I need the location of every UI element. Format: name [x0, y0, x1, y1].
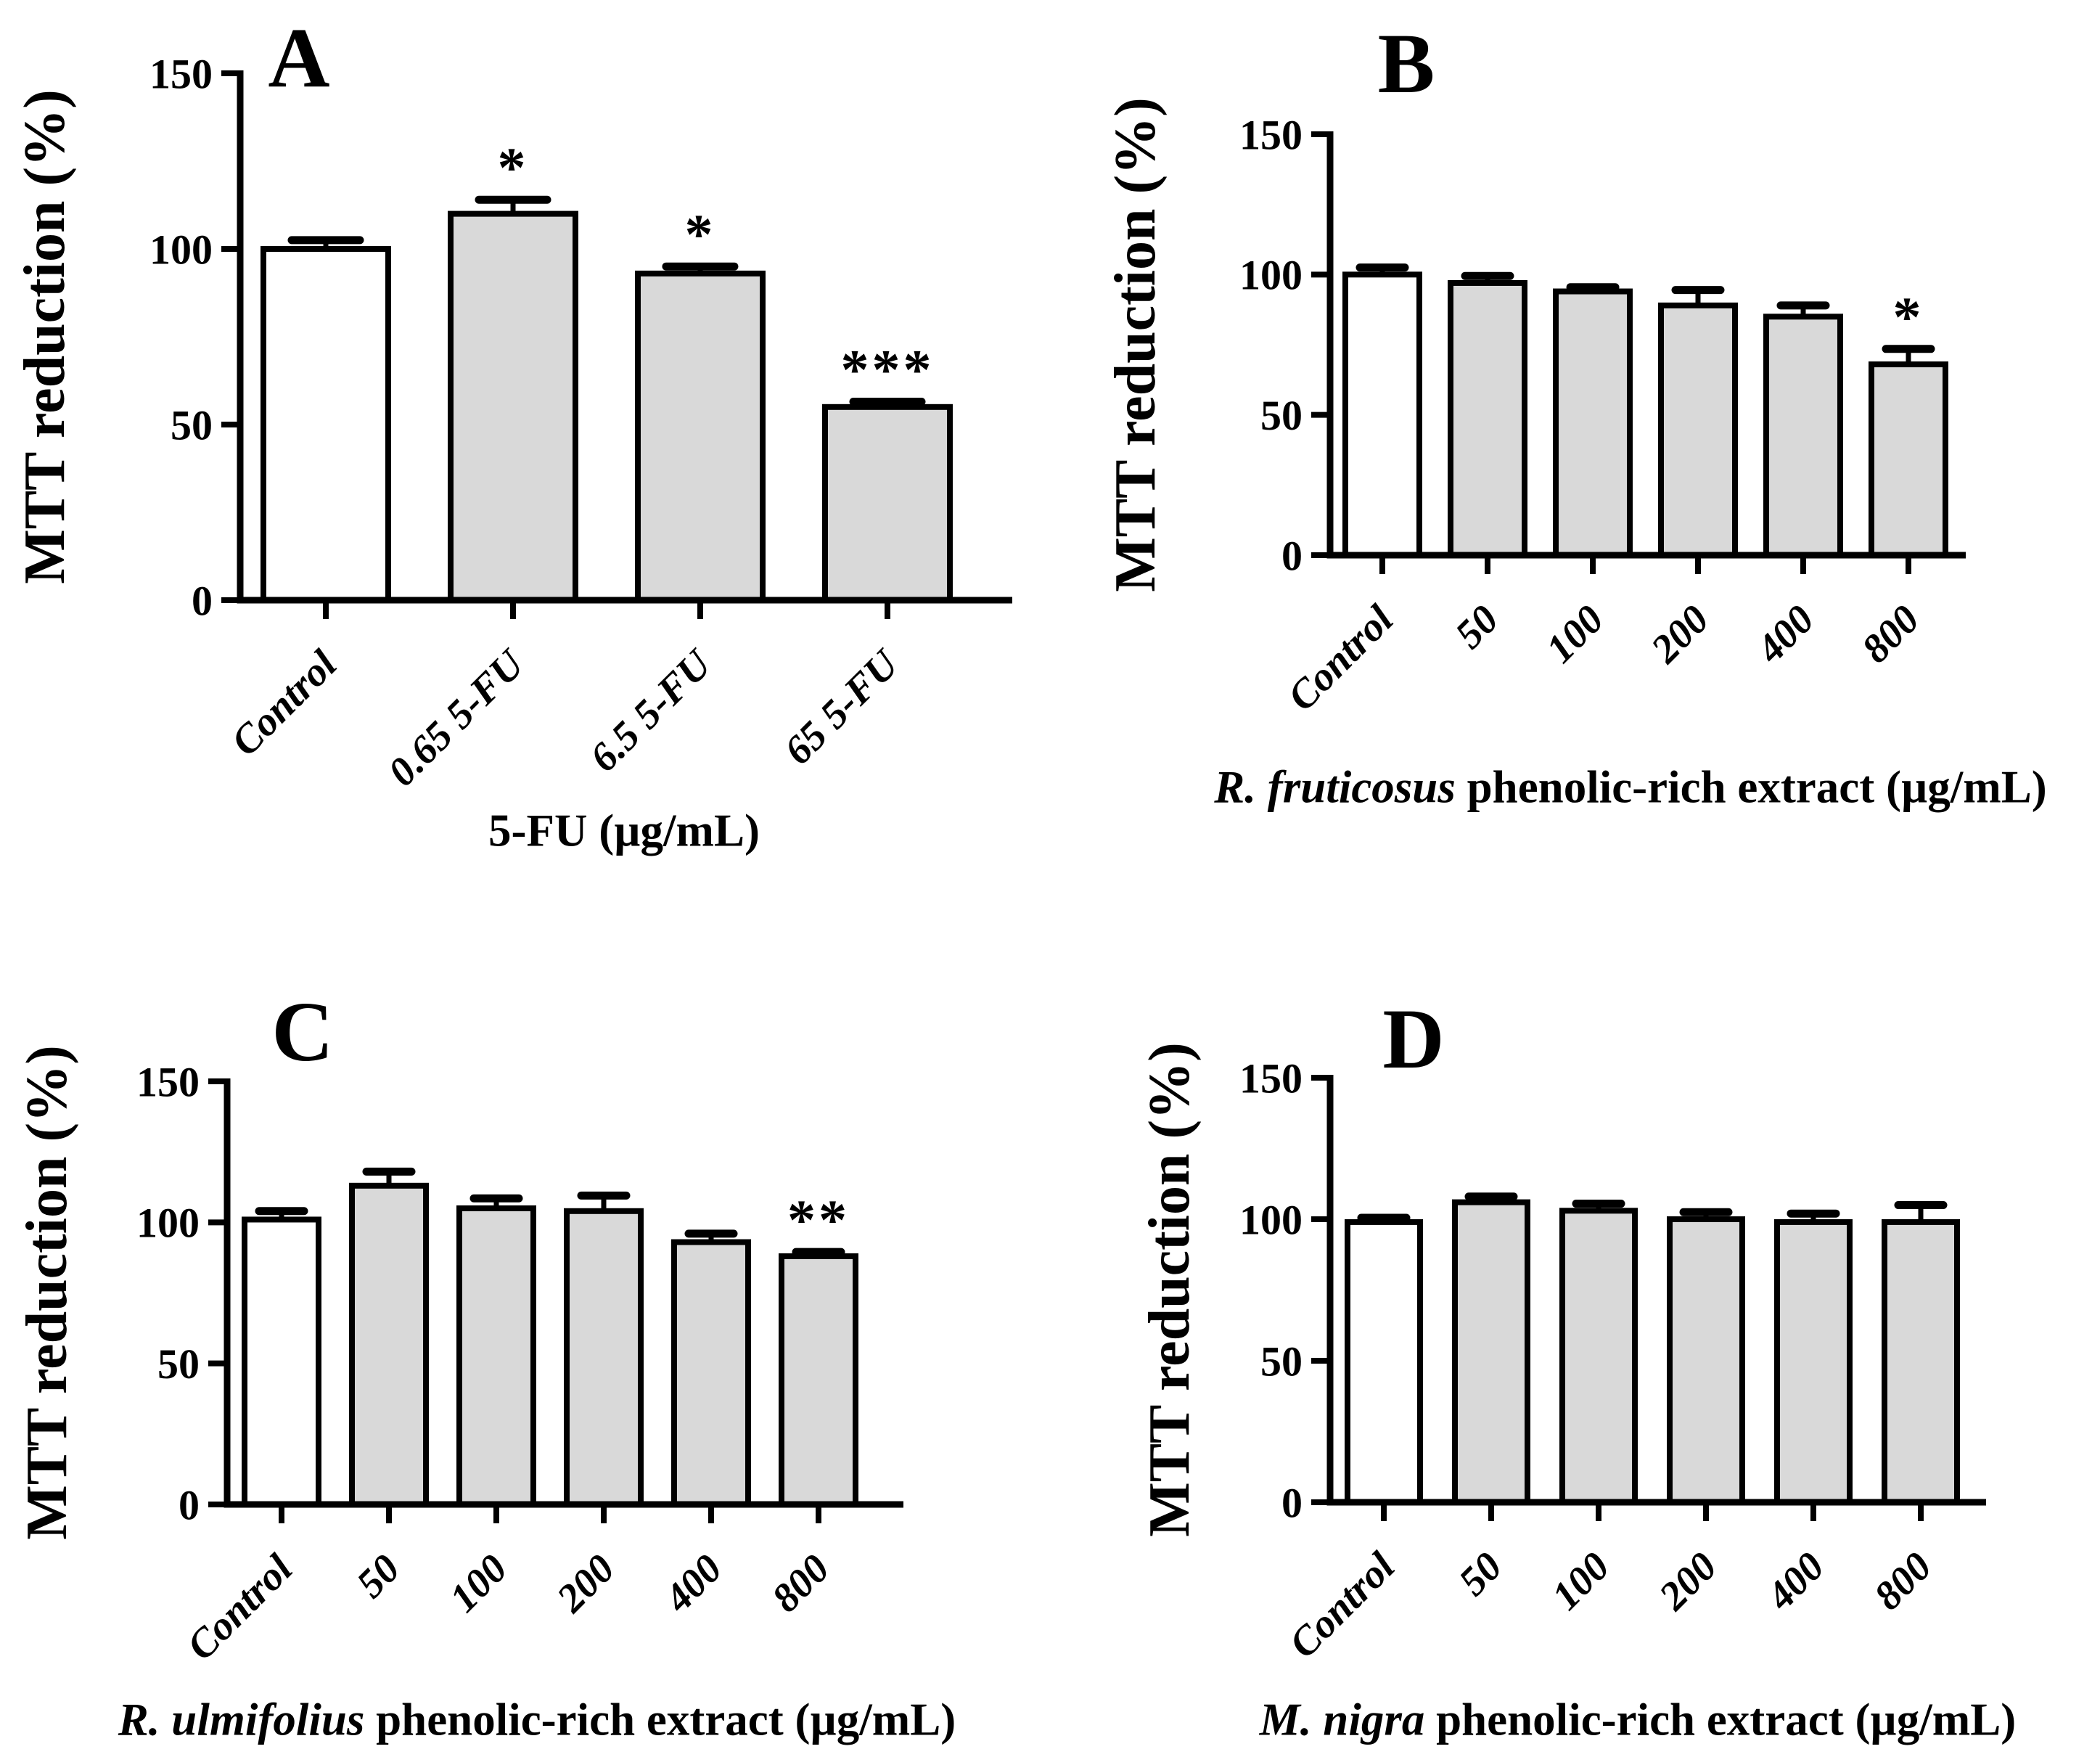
- x-axis-title-species: R. fruticosus: [1214, 761, 1456, 813]
- x-tick-label: 100: [1543, 1544, 1618, 1618]
- x-tick-label: 0.65 5-FU: [380, 641, 534, 795]
- x-tick-label: Control: [223, 642, 346, 765]
- x-tick-label: 200: [1650, 1544, 1726, 1619]
- bar: [779, 1253, 858, 1507]
- panel-letter-d: D: [1382, 991, 1445, 1086]
- bar-chart-a: 0 50 100 150 Control * 0.65 5-FU * 6.5 5-FU *** 65…: [149, 50, 1012, 795]
- x-tick-label: 200: [548, 1546, 623, 1621]
- x-tick-label: 50: [1447, 597, 1507, 657]
- panel-d: D MTT reduction (%) 0 50 100 150 Control 50 10…: [1050, 878, 2100, 1757]
- bar: [1869, 361, 1948, 558]
- y-tick-label: 100: [149, 226, 213, 273]
- axis: [223, 1078, 903, 1508]
- x-tick-label: 65 5-FU: [776, 641, 909, 774]
- y-tick-label: 50: [1260, 392, 1303, 439]
- bar: [349, 1182, 429, 1507]
- x-tick-label: 800: [1853, 597, 1928, 671]
- bar: [456, 1205, 536, 1507]
- bar: [1553, 288, 1633, 558]
- x-axis-title: M. nigra phenolic-rich extract (µg/mL): [1260, 1697, 2016, 1743]
- x-axis-title-rest: phenolic-rich extract (µg/mL): [364, 1694, 956, 1745]
- x-axis-title-species: R. ulmifolius: [118, 1694, 365, 1745]
- bar: [635, 270, 766, 603]
- y-tick-label: 50: [157, 1340, 200, 1388]
- bar-chart-b: 0 50 100 150 Control 50 100 200 400 * 800: [1239, 111, 1966, 720]
- bar: [1345, 1219, 1423, 1505]
- y-tick-label: 150: [1239, 1054, 1303, 1102]
- x-axis-title-rest: phenolic-rich extract (µg/mL): [1424, 1694, 2017, 1745]
- axis: [1326, 1075, 1986, 1506]
- y-tick-label: 150: [136, 1058, 200, 1105]
- x-tick-label: 400: [1747, 597, 1823, 672]
- significance-label: *: [498, 136, 529, 199]
- panel-c: C MTT reduction (%) 0 50 100 150 Control 50 10…: [0, 878, 1050, 1757]
- significance-label: **: [787, 1188, 850, 1251]
- x-tick-label: 400: [655, 1546, 731, 1621]
- y-tick-label: 0: [179, 1481, 200, 1528]
- y-tick-label: 50: [1260, 1338, 1303, 1385]
- bar: [1342, 271, 1422, 558]
- x-tick-label: 6.5 5-FU: [581, 641, 721, 781]
- x-tick-label: Control: [179, 1546, 302, 1669]
- panel-b: B MTT reduction (%) 0 50 100 150 Control 50 10…: [1050, 0, 2100, 879]
- panel-letter-a: A: [268, 10, 330, 105]
- bar: [822, 404, 953, 603]
- panel-letter-c: C: [271, 984, 334, 1079]
- x-tick-label: 800: [1866, 1544, 1940, 1618]
- x-axis-title-rest: 5-FU (µg/mL): [488, 805, 760, 856]
- bar: [564, 1208, 644, 1507]
- bar: [1658, 302, 1738, 558]
- bar: [242, 1216, 321, 1507]
- x-axis-title-species: M. nigra: [1259, 1694, 1425, 1745]
- panel-letter-b: B: [1377, 16, 1435, 111]
- x-axis-title: R. fruticosus phenolic-rich extract (µg/…: [1214, 761, 2047, 813]
- x-tick-label: 200: [1642, 597, 1718, 672]
- x-tick-label: 50: [1451, 1544, 1511, 1604]
- y-tick-label: 100: [136, 1200, 200, 1247]
- panel-a: A MTT reduction (%) 0 50 100 150 Control * 0.6…: [0, 0, 1050, 879]
- x-tick-label: 800: [763, 1546, 838, 1621]
- axis: [237, 70, 1012, 604]
- bar: [261, 246, 391, 603]
- bar: [1452, 1199, 1530, 1505]
- bar: [1559, 1208, 1638, 1505]
- bar-chart-d: 0 50 100 150 Control 50 100 200 400 800: [1239, 1054, 1986, 1667]
- significance-label: ***: [841, 338, 935, 401]
- x-tick-label: 50: [348, 1546, 409, 1606]
- x-axis-title: 5-FU (µg/mL): [488, 808, 760, 854]
- x-axis-title-rest: phenolic-rich extract (µg/mL): [1455, 761, 2047, 813]
- y-tick-label: 100: [1239, 252, 1303, 299]
- bar: [1448, 279, 1527, 558]
- bar: [1763, 314, 1843, 558]
- y-tick-label: 0: [1281, 1479, 1303, 1526]
- y-tick-label: 150: [149, 50, 213, 97]
- y-tick-label: 0: [192, 577, 213, 624]
- significance-label: *: [685, 202, 716, 266]
- axis: [1326, 131, 1966, 559]
- x-tick-label: 400: [1757, 1544, 1833, 1619]
- y-tick-label: 150: [1239, 111, 1303, 158]
- y-tick-label: 50: [171, 401, 213, 449]
- x-tick-label: 100: [1538, 597, 1612, 671]
- bar: [1667, 1216, 1745, 1505]
- bar: [1774, 1219, 1853, 1505]
- x-tick-label: Control: [1281, 1544, 1404, 1667]
- bar-chart-c: 0 50 100 150 Control 50 100 200 400 ** 800: [136, 1058, 903, 1669]
- significance-label: *: [1893, 285, 1924, 348]
- bar: [1882, 1219, 1960, 1505]
- y-tick-label: 0: [1281, 532, 1303, 579]
- y-tick-label: 100: [1239, 1196, 1303, 1243]
- x-tick-label: Control: [1279, 597, 1403, 720]
- x-axis-title: R. ulmifolius phenolic-rich extract (µg/…: [118, 1697, 956, 1743]
- x-tick-label: 100: [441, 1546, 516, 1621]
- bar: [671, 1239, 751, 1507]
- bar: [448, 210, 578, 604]
